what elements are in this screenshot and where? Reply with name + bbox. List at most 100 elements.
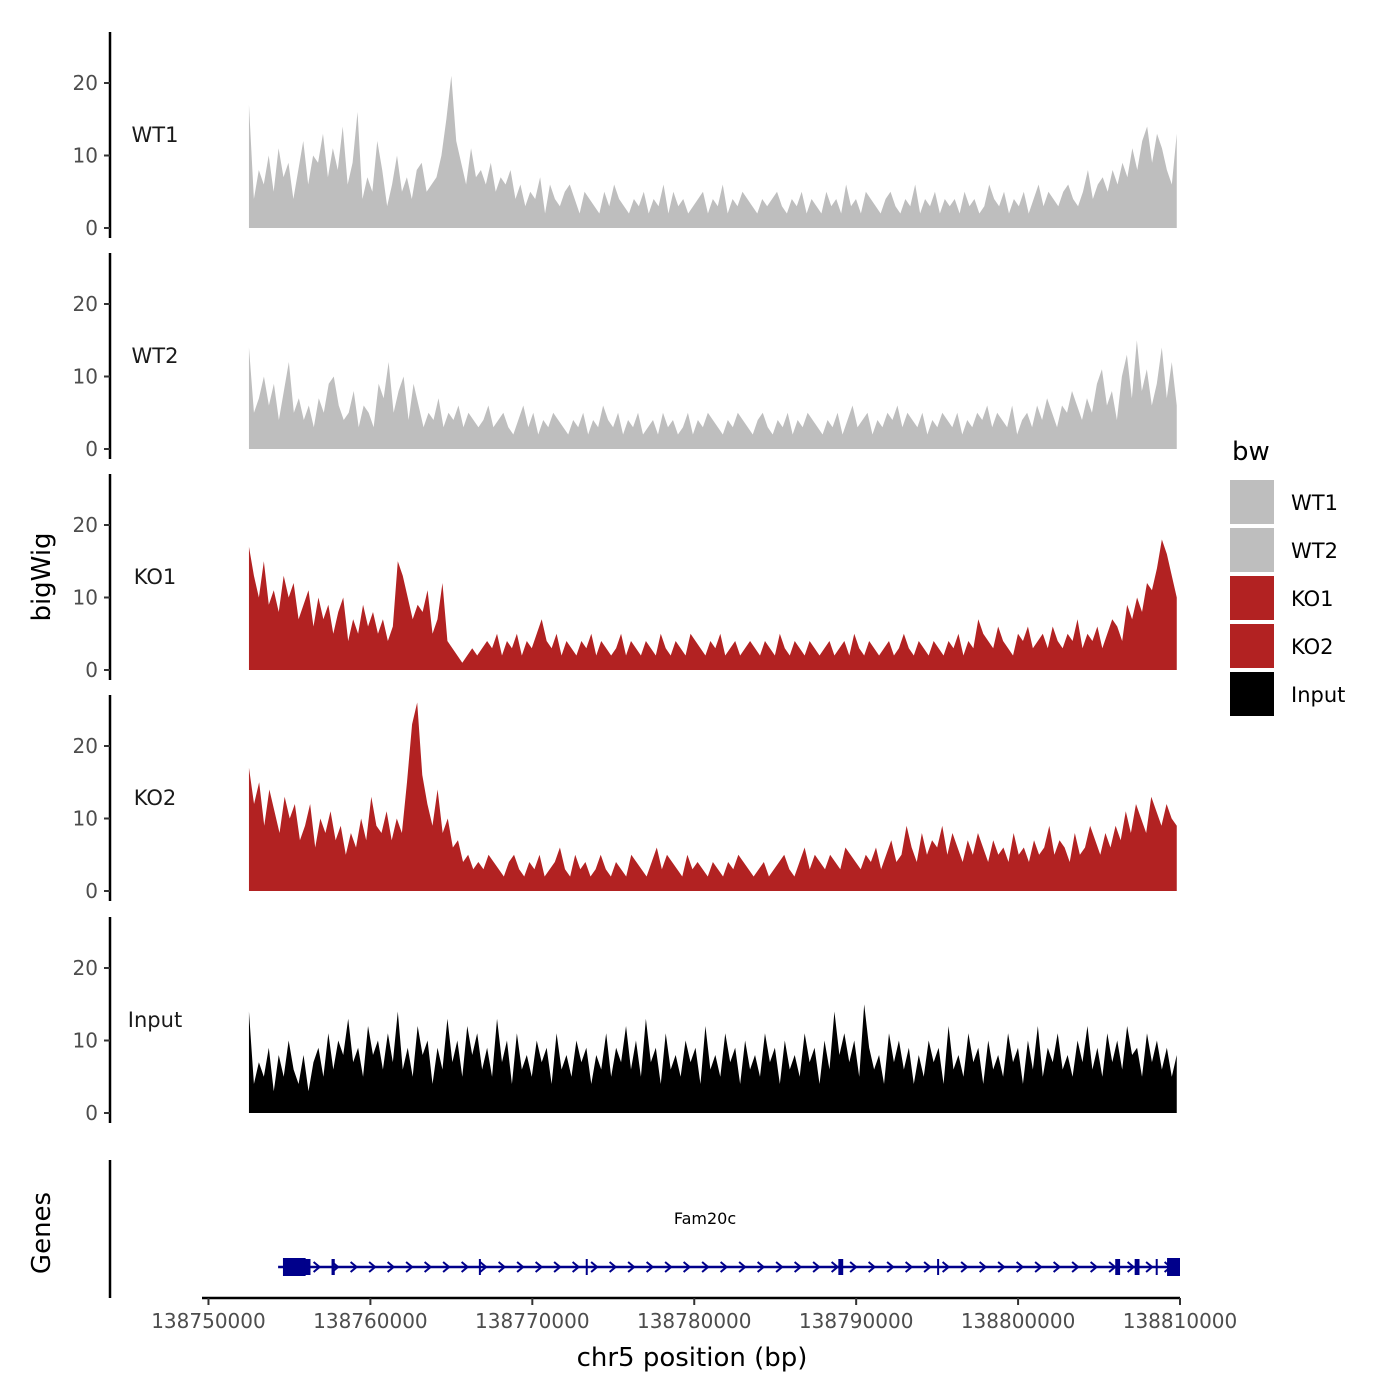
y-tick-label: 10	[73, 365, 98, 389]
strand-arrow	[775, 1261, 784, 1273]
track-ko1: 0 10 20 KO1	[73, 474, 1177, 682]
track-label-wt1: WT1	[132, 123, 179, 147]
strand-arrow	[849, 1261, 858, 1273]
strand-arrow	[812, 1261, 821, 1273]
y-tick-label: 0	[85, 879, 98, 903]
gene-exon	[1134, 1259, 1140, 1275]
y-tick-label: 0	[85, 216, 98, 240]
gene-exon	[585, 1259, 588, 1275]
strand-arrow	[590, 1261, 599, 1273]
legend-swatch-input	[1230, 672, 1274, 716]
track-label-ko2: KO2	[134, 786, 177, 810]
strand-arrow	[867, 1261, 877, 1273]
gene-exon	[1115, 1259, 1121, 1275]
gene-name-label: Fam20c	[674, 1209, 736, 1228]
y-tick-label: 10	[73, 807, 98, 831]
strand-arrow	[793, 1261, 803, 1273]
gene-exon	[1167, 1258, 1180, 1276]
y-tick-label: 10	[73, 1029, 98, 1053]
x-tick-label: 138780000	[637, 1309, 752, 1333]
track-wt1: 0 10 20 WT1	[73, 32, 1177, 240]
strand-arrow	[386, 1261, 396, 1273]
legend-title: bw	[1232, 437, 1270, 467]
strand-arrow	[886, 1261, 895, 1273]
strand-arrow	[1145, 1261, 1154, 1273]
strand-arrow	[312, 1261, 322, 1273]
track-label-input: Input	[128, 1008, 182, 1032]
gene-exon	[838, 1259, 844, 1275]
strand-arrow	[571, 1261, 581, 1273]
strand-arrow	[423, 1261, 433, 1273]
strand-arrow	[1108, 1261, 1117, 1273]
legend-label-ko1: KO1	[1291, 587, 1334, 611]
legend-label-input: Input	[1291, 683, 1345, 707]
strand-arrow	[1015, 1261, 1025, 1273]
legend-label-wt2: WT2	[1291, 539, 1338, 563]
x-axis-title: chr5 position (bp)	[577, 1343, 808, 1373]
track-label-wt2: WT2	[132, 344, 179, 368]
track-label-ko1: KO1	[134, 565, 177, 589]
legend-swatch-wt2	[1230, 528, 1274, 572]
strand-arrow	[682, 1261, 692, 1273]
x-tick-label: 138750000	[151, 1309, 266, 1333]
strand-arrow	[1126, 1261, 1136, 1273]
strand-arrow	[1052, 1261, 1062, 1273]
coverage-area-wt2	[248, 340, 1177, 449]
y-tick-label: 10	[73, 144, 98, 168]
x-tick-label: 138800000	[961, 1309, 1076, 1333]
strand-arrow	[756, 1261, 766, 1273]
strand-arrow	[553, 1261, 562, 1273]
genes-panel: Fam20c	[108, 1160, 1180, 1298]
legend-swatch-ko1	[1230, 576, 1274, 620]
x-tick-label: 138790000	[799, 1309, 914, 1333]
strand-arrow	[405, 1261, 414, 1273]
coverage-area-ko2	[248, 702, 1177, 891]
y-tick-label: 20	[73, 956, 98, 980]
legend-swatch-wt1	[1230, 480, 1274, 524]
y-tick-label: 10	[73, 586, 98, 610]
strand-arrow	[997, 1261, 1006, 1273]
coverage-area-wt1	[248, 75, 1177, 228]
track-ko2: 0 10 20 KO2	[73, 695, 1177, 903]
x-tick-label: 138770000	[475, 1309, 590, 1333]
strand-arrow	[1089, 1261, 1099, 1273]
strand-arrow	[1034, 1261, 1043, 1273]
legend-label-wt1: WT1	[1291, 491, 1338, 515]
legend-swatch-ko2	[1230, 624, 1274, 668]
track-input: 0 10 20 Input	[73, 917, 1177, 1125]
strand-arrow	[534, 1261, 544, 1273]
strand-arrow	[479, 1261, 488, 1273]
strand-arrow	[368, 1261, 377, 1273]
legend-label-ko2: KO2	[1291, 635, 1334, 659]
strand-arrow	[497, 1261, 507, 1273]
y-axis-title: bigWig	[27, 532, 57, 621]
strand-arrow	[460, 1261, 470, 1273]
strand-arrow	[645, 1261, 655, 1273]
strand-arrow	[349, 1261, 359, 1273]
strand-arrow	[608, 1261, 618, 1273]
gene-exon	[304, 1259, 311, 1275]
coverage-area-input	[248, 1004, 1177, 1113]
coverage-area-ko1	[248, 539, 1177, 670]
x-tick-label: 138760000	[313, 1309, 428, 1333]
y-tick-label: 20	[73, 292, 98, 316]
y-tick-label: 20	[73, 513, 98, 537]
strand-arrow	[664, 1261, 673, 1273]
gene-exon	[282, 1258, 306, 1276]
x-tick-label: 138810000	[1123, 1309, 1238, 1333]
strand-arrow	[830, 1261, 840, 1273]
gene-exon	[331, 1259, 335, 1275]
strand-arrow	[960, 1261, 969, 1273]
genes-axis-title: Genes	[27, 1192, 57, 1274]
strand-arrow	[442, 1261, 451, 1273]
y-tick-label: 0	[85, 658, 98, 682]
track-wt2: 0 10 20 WT2	[73, 253, 1177, 461]
strand-arrow	[941, 1261, 951, 1273]
tracks-group: 0 10 20 WT1 0 10 20 WT2 0 10 20 KO1 0 10 20 KO2 0 10 20 Inp…	[73, 32, 1177, 1125]
gene-exon	[1155, 1259, 1158, 1275]
strand-arrow	[738, 1261, 747, 1273]
gene-exon	[937, 1259, 940, 1275]
x-axis: 138750000 138760000 138770000 138780000 1387…	[151, 1296, 1238, 1333]
y-tick-label: 20	[73, 734, 98, 758]
